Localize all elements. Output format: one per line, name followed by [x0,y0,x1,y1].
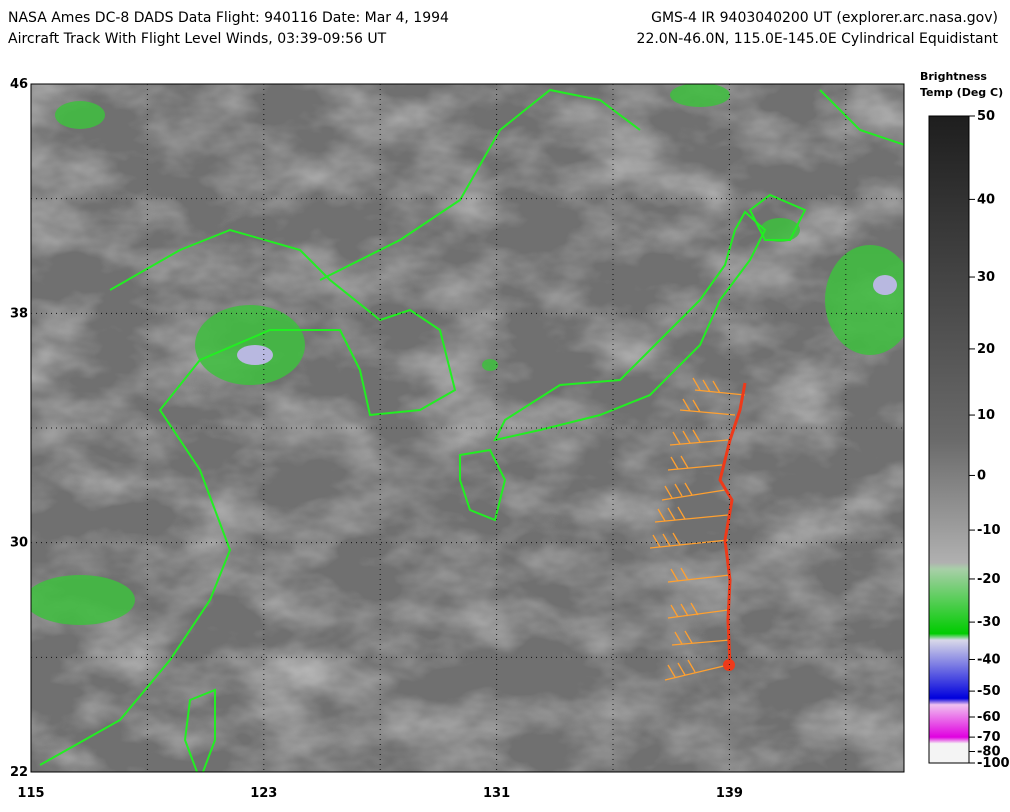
colorbar-tick-label: -100 [977,756,1010,771]
header-right-2: 22.0N-46.0N, 115.0E-145.0E Cylindrical E… [637,31,999,47]
header-left-2: Aircraft Track With Flight Level Winds, … [8,31,387,47]
colorbar-ticks: 50 40 30 20 10 0 -10 -20 -30 -40 -50 -60 -70-80-100 [969,109,1010,771]
colorbar-tick-label: -60 [977,710,1001,725]
lon-tick-label: 131 [483,786,510,801]
colorbar-tick-label: 20 [977,342,995,357]
lat-tick-label: 46 [10,77,28,92]
colorbar-tick-label: -40 [977,652,1001,667]
colorbar-tick-label: 30 [977,270,995,285]
cold-cloud-patches [31,84,904,625]
lon-tick-label: 115 [17,786,44,801]
lat-tick-label: 38 [10,306,28,321]
colorbar-tick-label: 10 [977,408,995,423]
colorbar-tick-label: -70 [977,730,1001,745]
colorbar-tick-label: -20 [977,572,1001,587]
lat-tick-label: 30 [10,536,28,551]
colorbar-tick-label: -30 [977,615,1001,630]
colorbar-title-2: Temp (Deg C) [920,86,1003,99]
colorbar-tick-label: -50 [977,684,1001,699]
header-left-1: NASA Ames DC-8 DADS Data Flight: 940116 … [8,10,449,26]
lon-tick-label: 123 [250,786,277,801]
colorbar-tick-label: 50 [977,109,995,124]
colorbar-tick-label: 40 [977,192,995,207]
grid: 115 123 131 139 46 38 30 22 [10,77,904,801]
lon-tick-label: 139 [716,786,743,801]
colorbar-tick-label: -80 [977,744,1001,759]
colorbar-tick-label: 0 [977,468,986,483]
flight-track [718,382,747,666]
colorbar [928,115,970,764]
colorbar-title-1: Brightness [920,70,987,83]
colorbar-tick-label: -10 [977,523,1001,538]
lat-tick-label: 22 [10,765,28,780]
satellite-map [31,84,904,772]
header-right-1: GMS-4 IR 9403040200 UT (explorer.arc.nas… [651,10,998,26]
coastlines [39,88,904,772]
wind-barbs [649,377,746,681]
